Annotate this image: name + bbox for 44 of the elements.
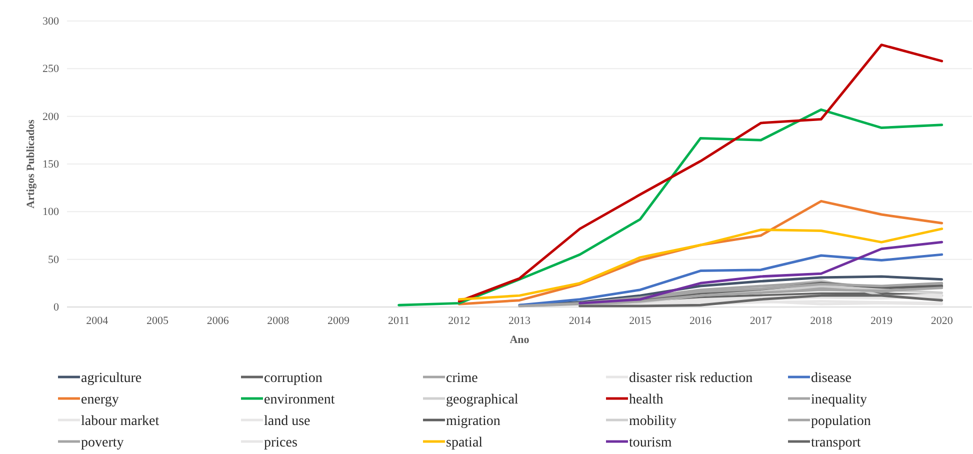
y-tick-label: 150 [42,158,60,171]
y-tick-label: 100 [42,206,60,218]
x-tick-label: 2004 [86,314,109,327]
x-tick-label: 2019 [870,314,893,327]
legend-label: disaster risk reduction [629,371,753,386]
y-tick-label: 50 [48,254,60,266]
legend-label: population [811,414,871,429]
x-tick-label: 2005 [146,314,169,327]
x-tick-label: 2013 [508,314,531,327]
x-tick-label: 2016 [690,314,712,327]
legend-label: prices [264,436,298,450]
legend-label: geographical [446,392,518,408]
legend-label: poverty [81,436,124,450]
legend-label: environment [264,392,335,408]
legend-label: land use [264,414,310,429]
legend-label: agriculture [81,371,142,386]
y-tick-label: 250 [42,63,60,76]
x-tick-label: 2015 [629,314,652,327]
legend-label: spatial [446,436,483,450]
legend-label: transport [811,436,861,450]
legend-label: crime [446,371,478,386]
legend-label: mobility [629,414,676,429]
x-tick-label: 2006 [206,314,230,327]
y-axis-title: Artigos Publicados [25,118,37,208]
x-tick-label: 2018 [810,314,833,327]
legend-label: disease [811,371,852,386]
x-tick-label: 2012 [448,314,470,327]
y-tick-label: 300 [42,16,60,28]
x-tick-label: 2017 [750,314,772,327]
y-tick-label: 0 [54,302,60,314]
x-axis-title: Ano [510,334,530,346]
y-tick-label: 200 [42,110,60,123]
legend-label: migration [446,414,500,429]
x-tick-label: 2020 [930,314,954,327]
x-tick-label: 2011 [388,314,410,327]
legend-label: tourism [629,436,672,450]
x-tick-label: 2009 [328,314,350,327]
legend-label: corruption [264,371,322,386]
legend-label: inequality [811,392,867,408]
x-tick-label: 2014 [568,314,592,327]
legend-label: labour market [81,414,160,429]
x-tick-label: 2008 [267,314,290,327]
legend-label: energy [81,392,119,408]
legend-label: health [629,392,664,408]
